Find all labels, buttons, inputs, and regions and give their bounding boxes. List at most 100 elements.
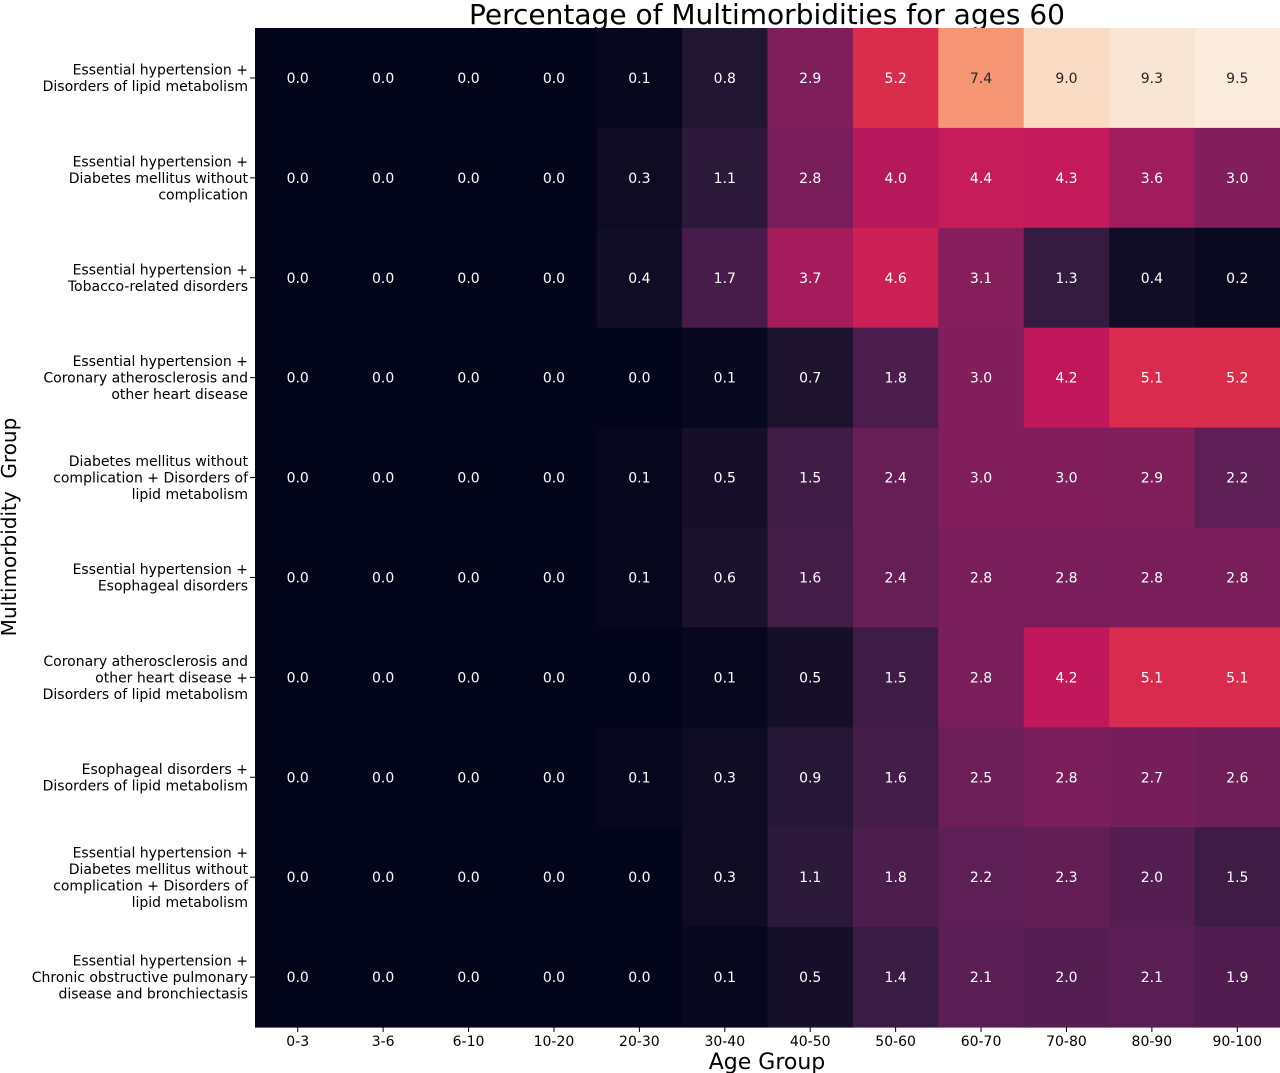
cell-value-label: 9.5 [1226,71,1248,87]
heatmap-cell [511,627,598,728]
cell-value-label: 0.0 [457,770,479,786]
cell-value-label: 0.0 [457,271,479,287]
heatmap-cell [596,827,683,928]
heatmap-cell [340,627,427,728]
heatmap-cell [852,727,939,828]
cell-value-label: 0.5 [799,970,821,986]
cell-value-label: 2.8 [1055,770,1077,786]
heatmap-cell [682,127,769,229]
heatmap-cell [1023,527,1110,628]
heatmap-cell [425,227,512,329]
heatmap-cell [1109,427,1196,529]
heatmap-cell [682,227,769,329]
cell-value-label: 2.8 [1055,570,1077,586]
cell-value-label: 1.8 [884,371,906,387]
heatmap-cell [682,28,769,129]
cell-value-label: 0.4 [1141,271,1163,287]
heatmap-cell [682,927,769,1028]
heatmap-cell [767,827,854,928]
cell-value-label: 0.0 [287,371,309,387]
heatmap-cell [511,527,598,628]
cell-value-label: 2.8 [1141,570,1163,586]
cell-value-label: 0.0 [287,570,309,586]
heatmap-cell [767,127,854,229]
x-tick-label: 50-60 [875,1034,916,1050]
cell-value-label: 2.0 [1141,870,1163,886]
cell-value-label: 0.0 [457,970,479,986]
cell-value-label: 0.0 [372,770,394,786]
cell-value-label: 0.0 [457,570,479,586]
cell-value-label: 0.7 [799,371,821,387]
cell-value-label: 4.2 [1055,670,1077,686]
heatmap-cell [255,127,342,229]
cell-value-label: 1.5 [1226,870,1248,886]
heatmap-cell [340,727,427,828]
heatmap-cell [425,827,512,928]
heatmap-cell [511,727,598,828]
heatmap-cell [1023,127,1110,229]
heatmap-cell [596,127,683,229]
cell-value-label: 2.1 [970,970,992,986]
cell-value-label: 0.0 [372,171,394,187]
cell-value-label: 0.0 [287,670,309,686]
heatmap-cell [511,227,598,329]
cell-value-label: 0.0 [543,870,565,886]
cell-value-label: 0.0 [628,670,650,686]
x-tick-label: 3-6 [372,1034,395,1050]
cell-value-label: 0.8 [714,71,736,87]
cell-value-label: 1.8 [884,870,906,886]
heatmap-cell [767,327,854,429]
cell-value-label: 0.0 [372,670,394,686]
y-axis-ticks: Essential hypertension + Disorders of lip… [32,63,255,1003]
cell-value-label: 0.0 [372,970,394,986]
heatmap-cell [255,427,342,529]
heatmap-cell [1194,227,1280,329]
heatmap-cell [425,527,512,628]
y-tick-label: Diabetes mellitus without complication + … [53,454,249,503]
heatmap-cell [255,327,342,429]
heatmap-cell [1109,127,1196,229]
cell-value-label: 0.6 [714,570,736,586]
heatmap-cell [425,127,512,229]
heatmap-cell [682,327,769,429]
cell-value-label: 3.0 [970,371,992,387]
heatmap-cell [682,627,769,728]
heatmap-cell [596,627,683,728]
cell-value-label: 0.0 [457,371,479,387]
y-tick-label: Essential hypertension + Esophageal disor… [73,562,248,595]
heatmap-cell [852,827,939,928]
cell-value-label: 0.0 [287,970,309,986]
cell-value-label: 4.2 [1055,371,1077,387]
heatmap-cell [1194,327,1280,429]
heatmap-cell [340,127,427,229]
cell-value-label: 0.0 [287,71,309,87]
heatmap-cell [340,827,427,928]
heatmap-cell [852,327,939,429]
heatmap-cell [852,527,939,628]
cell-value-label: 3.7 [799,271,821,287]
x-tick-label: 6-10 [453,1034,485,1050]
heatmap-cell [1109,327,1196,429]
heatmap-cell [596,327,683,429]
cell-value-label: 1.6 [884,770,906,786]
cell-value-label: 2.2 [1226,471,1248,487]
y-tick-label: Essential hypertension + Diabetes mellitu… [53,845,249,911]
heatmap-cell [852,227,939,329]
heatmap-cell [596,28,683,129]
cell-value-labels: 0.0 0.0 0.0 0.0 0.1 0.8 2.9 5.2 7.4 9.0 9.3 9.5 0.0 0… [287,71,1249,986]
heatmap-cell [1109,527,1196,628]
heatmap-cell [852,127,939,229]
heatmap-cell [1109,227,1196,329]
cell-value-label: 0.1 [714,371,736,387]
cell-value-label: 1.5 [884,670,906,686]
heatmap-cell [938,827,1025,928]
heatmap-cell [511,327,598,429]
cell-value-label: 4.6 [884,271,906,287]
x-axis-label: Age Group [709,1050,826,1073]
heatmap-cell [1023,327,1110,429]
heatmap-cell [1194,427,1280,529]
cell-value-label: 2.8 [1226,570,1248,586]
heatmap-cell [938,727,1025,828]
heatmap-cell [1023,927,1110,1028]
cell-value-label: 3.0 [1226,171,1248,187]
